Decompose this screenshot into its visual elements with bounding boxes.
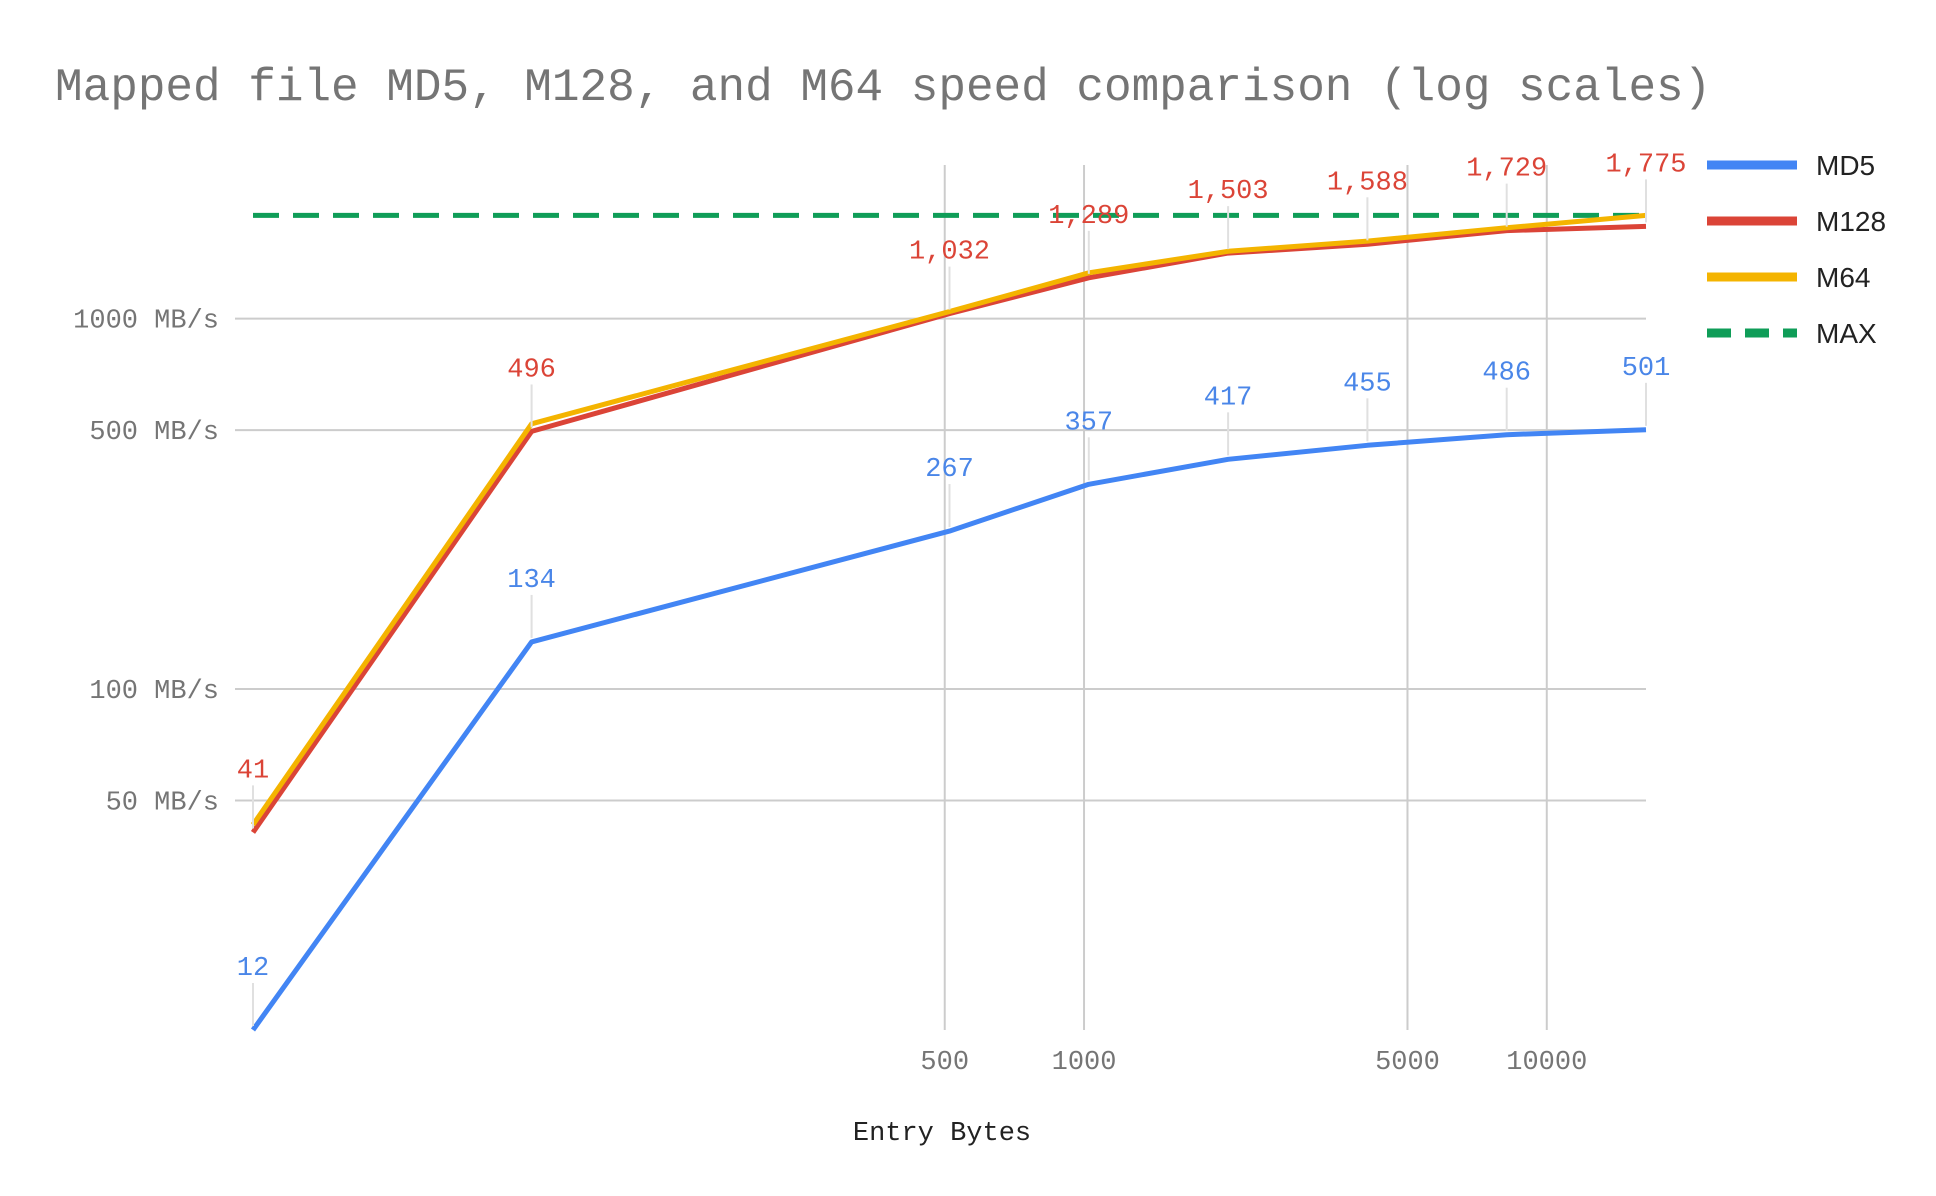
x-tick-label: 1000	[1052, 1048, 1117, 1078]
data-label-m128: 1,289	[1048, 202, 1129, 232]
data-label-md5: 455	[1343, 369, 1392, 399]
data-labels: 12 134 267 357 417 455 486 501 41 496 1,032 1,289 1,…	[237, 150, 1687, 1026]
x-axis-title: Entry Bytes	[853, 1119, 1031, 1149]
data-label-md5: 357	[1064, 408, 1113, 438]
data-label-md5: 267	[925, 455, 974, 485]
data-label-md5: 12	[237, 954, 269, 984]
data-label-md5: 134	[507, 566, 556, 596]
legend-label-max: MAX	[1816, 318, 1877, 349]
chart-title: Mapped file MD5, M128, and M64 speed com…	[55, 62, 1711, 114]
data-label-m128: 496	[507, 355, 556, 385]
data-label-md5: 501	[1622, 354, 1671, 384]
data-label-m128: 1,503	[1188, 177, 1269, 207]
legend: MD5 M128 M64 MAX	[1707, 150, 1886, 349]
data-label-m128: 1,032	[909, 238, 990, 268]
data-label-m128: 1,729	[1466, 155, 1547, 185]
series-line-m128	[250, 223, 1647, 834]
series-line-md5	[250, 427, 1647, 1032]
series-line-m64	[250, 212, 1647, 827]
data-label-m128: 41	[237, 756, 269, 786]
grid	[235, 165, 1646, 1030]
y-tick-label: 1000 MB/s	[73, 307, 219, 337]
data-label-md5: 486	[1482, 359, 1531, 389]
y-tick-label: 50 MB/s	[106, 788, 219, 818]
legend-label-md5: MD5	[1816, 150, 1875, 181]
legend-label-m128: M128	[1816, 206, 1886, 237]
x-tick-label: 10000	[1506, 1048, 1587, 1078]
y-tick-label: 100 MB/s	[89, 677, 219, 707]
data-label-md5: 417	[1204, 383, 1253, 413]
x-tick-label: 500	[920, 1048, 969, 1078]
data-label-m128: 1,588	[1327, 168, 1408, 198]
series-lines	[250, 212, 1647, 1032]
x-tick-label: 5000	[1375, 1048, 1440, 1078]
data-label-m128: 1,775	[1605, 150, 1686, 180]
y-tick-label: 500 MB/s	[89, 418, 219, 448]
axis-ticks: 500 1000 5000 10000 50 MB/s 100 MB/s 500 MB/s 1…	[73, 307, 1587, 1078]
legend-label-m64: M64	[1816, 262, 1870, 293]
